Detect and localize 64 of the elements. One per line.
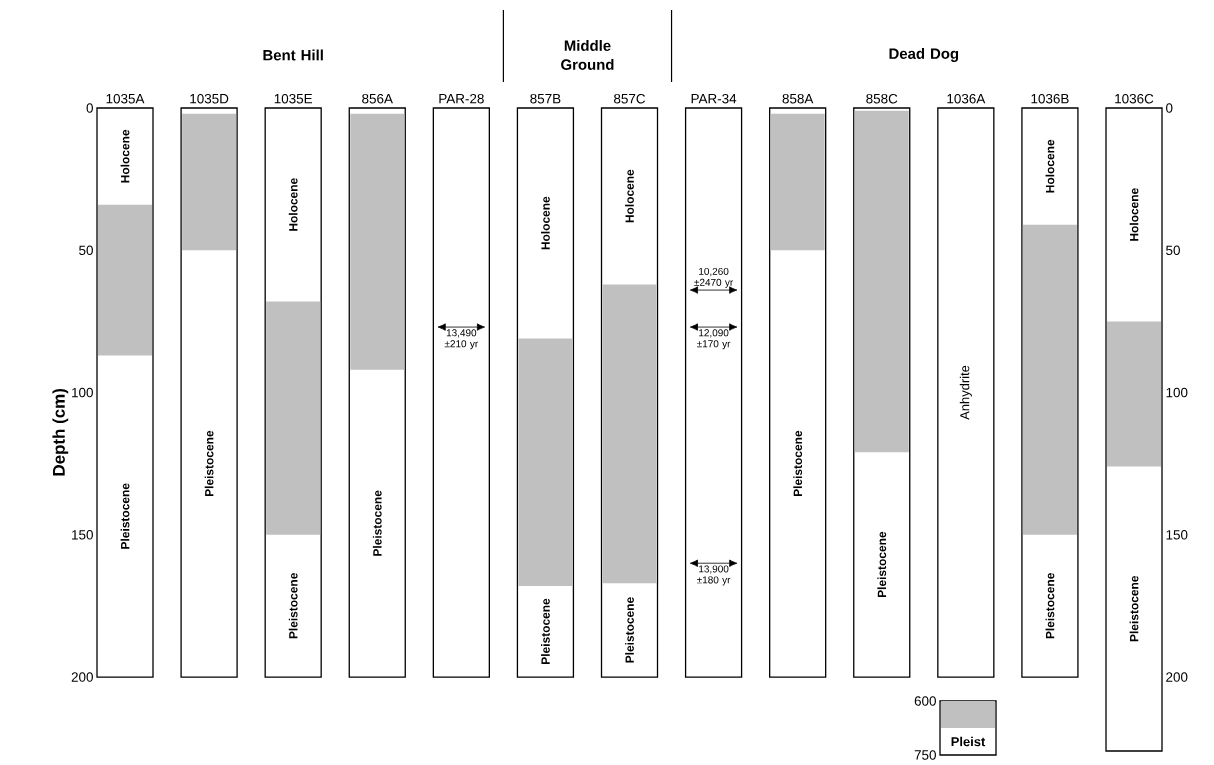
bar [1107,321,1161,467]
y-tick-label: 100 [72,387,93,398]
x-tick-label: 1035D [190,93,229,104]
annotation: Pleistocene [793,430,803,497]
data-label: 10,260 ±2470 yr [694,267,734,288]
bar [854,110,909,453]
annotation: Anhydrite [959,365,972,420]
annotation: Pleistocene [1129,575,1139,642]
text: Middle Ground [561,40,614,70]
bar [684,107,743,678]
annotation: Pleistocene [372,490,382,556]
y2-tick-label: 100 [1166,387,1188,398]
annotation: Pleistocene [1045,573,1055,639]
x-tick-label: PAR-34 [691,93,737,104]
y-tick-label: 50 [79,245,93,255]
x-tick-label: 858C [866,93,898,104]
annotation: Pleistocene [120,483,130,549]
text: Bent Hill [263,49,323,61]
bar [518,338,573,586]
bar [432,107,490,678]
x-tick-label: 858A [782,93,814,104]
y-axis-title: Depth (cm) [52,388,69,476]
x-tick-label: 1036C [1115,93,1154,104]
y-tick-label: 600 [914,696,936,706]
annotation: Pleist [951,736,986,747]
annotation: Pleistocene [541,598,550,664]
bar [350,113,405,370]
annotation: Pleistocene [877,531,887,598]
y2-tick-label: 150 [1166,530,1188,540]
bar [770,113,825,251]
x-tick-label: 1035A [106,93,145,104]
data-label: 13,490 ±210 yr [444,329,479,350]
annotation: Holocene [120,129,130,183]
annotation: Pleistocene [625,597,634,663]
annotation: Holocene [1129,188,1139,241]
x-tick-label: 857C [614,93,646,104]
y2-tick-label: 50 [1166,245,1180,255]
y-tick-label: 200 [71,672,93,682]
x-tick-label: 1036B [1031,93,1069,104]
bar [937,107,995,678]
y-tick-label: 750 [914,750,936,760]
annotation: Holocene [541,196,550,250]
bar [182,113,237,251]
y-tick-label: 150 [72,530,93,540]
annotation: Pleistocene [204,430,214,497]
bar [98,204,152,356]
annotation: Holocene [1045,139,1055,193]
x-tick-label: 857B [530,93,561,104]
y-tick-label: 0 [86,103,93,113]
x-tick-label: PAR-28 [439,93,484,104]
x-tick-label: 1035E [274,93,313,104]
y2-tick-label: 200 [1166,672,1188,682]
data-label: 12,090 ±170 yr [697,329,731,350]
x-tick-label: 856A [362,93,393,104]
y2-tick-label: 0 [1166,103,1173,113]
data-label: 13,900 ±180 yr [697,565,731,586]
annotation: Holocene [625,169,634,223]
x-tick-label: 1036A [947,93,986,104]
text: Dead Dog [889,47,959,62]
bar [266,301,321,535]
bar [602,284,657,584]
annotation: Holocene [288,178,298,231]
bar [1022,224,1077,535]
annotation: Pleistocene [288,573,298,639]
